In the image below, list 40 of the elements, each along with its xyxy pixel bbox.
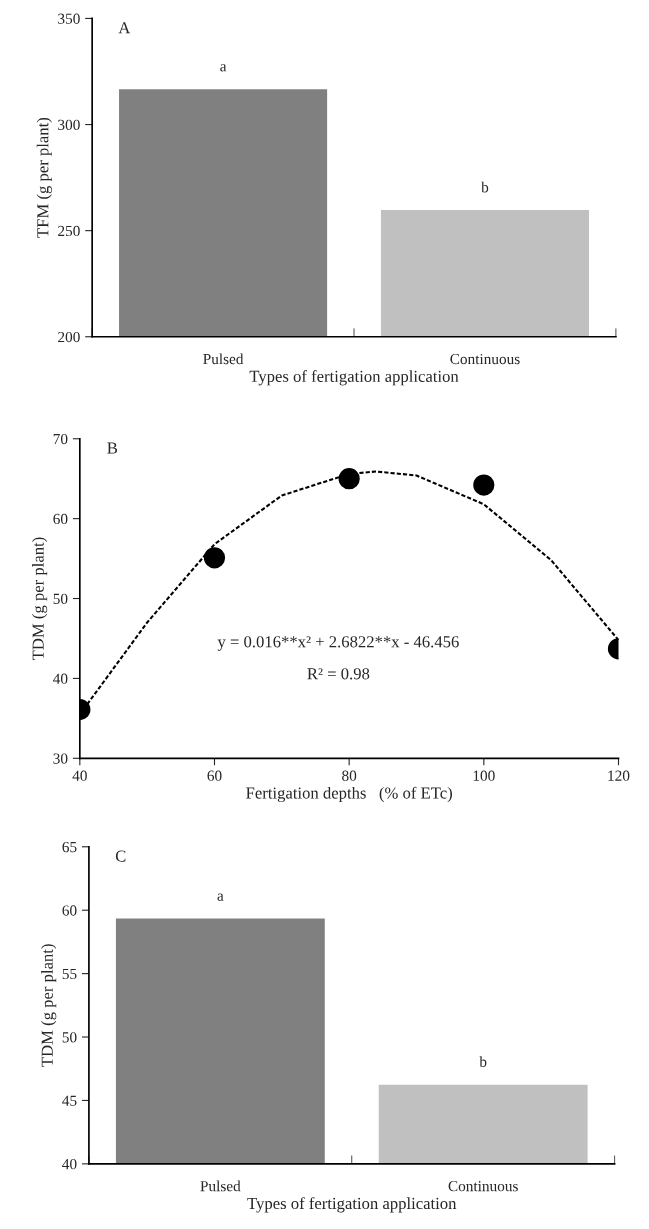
x-tick-label: 80 [342, 770, 357, 781]
y-axis-title: TFM (g per plant) [36, 117, 52, 238]
chart-title: C [115, 850, 126, 862]
x-tick-label: 60 [207, 770, 222, 781]
point [338, 468, 360, 490]
y-axis-title: TDM (g per plant) [41, 944, 57, 1067]
x-tick-label: Continuous [448, 1181, 518, 1192]
y-tick-label: 40 [62, 1159, 77, 1170]
y-tick-label: 350 [58, 13, 80, 24]
annotation: a [220, 64, 227, 72]
y-tick-label: 200 [58, 331, 80, 343]
annotation: a [217, 893, 224, 901]
y-axis-title: TDM (g per plant) [32, 537, 48, 661]
y-tick-label: 70 [53, 433, 68, 445]
x-tick-label: 100 [473, 770, 495, 781]
y-tick-label: 300 [58, 119, 80, 130]
y-tick-label: 30 [53, 753, 68, 764]
y-tick-label: 40 [53, 673, 68, 684]
y-tick-label: 60 [53, 513, 68, 525]
x-tick-label: Pulsed [203, 353, 244, 365]
x-tick-label: 40 [72, 770, 87, 781]
x-tick-label: 120 [608, 770, 630, 781]
y-tick-label: 60 [62, 905, 77, 916]
annotation: b [481, 181, 489, 193]
y-tick-label: 45 [62, 1095, 77, 1106]
y-tick-label: 55 [62, 968, 77, 980]
x-axis-title: Types of fertigation application [249, 370, 459, 386]
y-tick-label: 50 [62, 1032, 77, 1043]
y-tick-label: 250 [58, 225, 80, 237]
annotation: b [479, 1056, 487, 1067]
annotation: R² = 0.98 [307, 668, 370, 680]
chart-title: B [107, 442, 118, 454]
annotation: y = 0.016**x² + 2.6822**x - 46.456 [217, 636, 459, 651]
chart-title: A [118, 22, 131, 34]
y-tick-label: 65 [62, 841, 77, 853]
x-tick-label: Continuous [450, 353, 520, 365]
x-axis-title: Types of fertigation application [247, 1197, 457, 1213]
y-tick-label: 50 [53, 593, 68, 604]
x-tick-label: Pulsed [200, 1180, 241, 1192]
x-axis-title: Fertigation depths (% of ETc) [246, 786, 452, 803]
